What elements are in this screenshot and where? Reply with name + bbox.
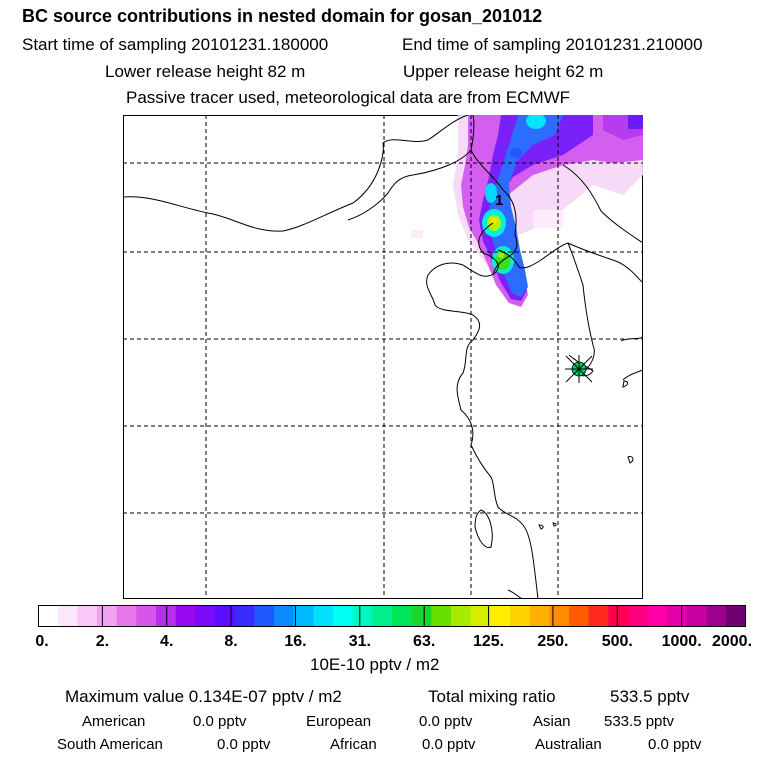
chart-title: BC source contributions in nested domain… xyxy=(22,6,543,26)
colorbar-tick-label: 500. xyxy=(601,633,633,650)
colorbar-cell xyxy=(569,605,590,627)
colorbar-cell xyxy=(57,605,78,627)
african-label: African xyxy=(330,736,377,753)
colorbar-cell xyxy=(647,605,668,627)
south-american-label: South American xyxy=(57,736,163,753)
colorbar-cell xyxy=(254,605,275,627)
lower-release-label: Lower release height 82 m xyxy=(105,62,306,81)
colorbar-cell xyxy=(431,605,452,627)
colorbar-cell xyxy=(490,605,511,627)
colorbar-cell xyxy=(549,605,570,627)
colorbar-tick-label: 8. xyxy=(224,633,238,650)
border-lines xyxy=(347,115,518,276)
australian-value: 0.0 pptv xyxy=(648,736,702,753)
colorbar-cell xyxy=(313,605,334,627)
colorbar-cell xyxy=(97,605,118,627)
colorbar-cell xyxy=(274,605,295,627)
colorbar-cell xyxy=(38,605,59,627)
asian-label: Asian xyxy=(533,713,571,730)
colorbar-cell xyxy=(588,605,609,627)
source-contribution-map: 1 xyxy=(123,115,643,599)
colorbar-cell xyxy=(234,605,255,627)
colorbar-cell xyxy=(510,605,531,627)
trajectory-label-1: 1 xyxy=(495,192,503,209)
colorbar-units: 10E-10 pptv / m2 xyxy=(310,655,440,674)
upper-release-label: Upper release height 62 m xyxy=(403,62,604,81)
tracer-note: Passive tracer used, meteorological data… xyxy=(126,88,571,107)
colorbar-cell xyxy=(195,605,216,627)
colorbar-cell xyxy=(352,605,373,627)
african-value: 0.0 pptv xyxy=(422,736,476,753)
colorbar-cell xyxy=(667,605,688,627)
coastlines xyxy=(123,115,643,599)
receptor-star-marker xyxy=(565,355,593,383)
colorbar-tick-label: 31. xyxy=(348,633,371,650)
colorbar xyxy=(38,605,746,627)
colorbar-cell xyxy=(628,605,649,627)
colorbar-cell xyxy=(529,605,550,627)
colorbar-tick-label: 2000. xyxy=(711,633,753,650)
colorbar-cell xyxy=(293,605,314,627)
colorbar-cell xyxy=(726,605,746,627)
colorbar-cell xyxy=(215,605,236,627)
colorbar-tick-label: 2. xyxy=(95,633,110,650)
total-mixing-ratio-label: Total mixing ratio xyxy=(428,687,556,706)
end-time-label: End time of sampling 20101231.210000 xyxy=(402,35,703,54)
colorbar-tick-label: 250. xyxy=(537,633,569,650)
australian-label: Australian xyxy=(535,736,602,753)
european-label: European xyxy=(306,713,372,730)
maximum-value-label: Maximum value 0.134E-07 pptv / m2 xyxy=(65,687,342,706)
colorbar-cell xyxy=(156,605,177,627)
colorbar-tick-label: 125. xyxy=(472,633,505,650)
colorbar-cell xyxy=(451,605,472,627)
american-label: American xyxy=(82,713,146,730)
south-american-value: 0.0 pptv xyxy=(217,736,271,753)
colorbar-cell xyxy=(372,605,393,627)
colorbar-cell xyxy=(116,605,137,627)
colorbar-tick-label: 16. xyxy=(284,633,307,650)
colorbar-cell xyxy=(470,605,491,627)
colorbar-cell xyxy=(706,605,727,627)
colorbar-cell xyxy=(687,605,708,627)
lat-lon-grid xyxy=(123,115,643,599)
colorbar-tick-label: 1000. xyxy=(661,633,702,650)
asian-value: 533.5 pptv xyxy=(604,713,675,730)
colorbar-cell xyxy=(392,605,413,627)
american-value: 0.0 pptv xyxy=(193,713,247,730)
start-time-label: Start time of sampling 20101231.180000 xyxy=(22,35,329,54)
colorbar-cell xyxy=(136,605,157,627)
total-mixing-ratio-value: 533.5 pptv xyxy=(610,687,690,706)
european-value: 0.0 pptv xyxy=(419,713,473,730)
colorbar-tick-label: 63. xyxy=(413,633,436,650)
colorbar-cell xyxy=(77,605,98,627)
colorbar-cell xyxy=(608,605,629,627)
colorbar-tick-label: 0. xyxy=(35,633,49,650)
colorbar-tick-label: 4. xyxy=(160,633,174,650)
colorbar-cell xyxy=(333,605,354,627)
colorbar-cell xyxy=(411,605,432,627)
colorbar-cell xyxy=(175,605,196,627)
